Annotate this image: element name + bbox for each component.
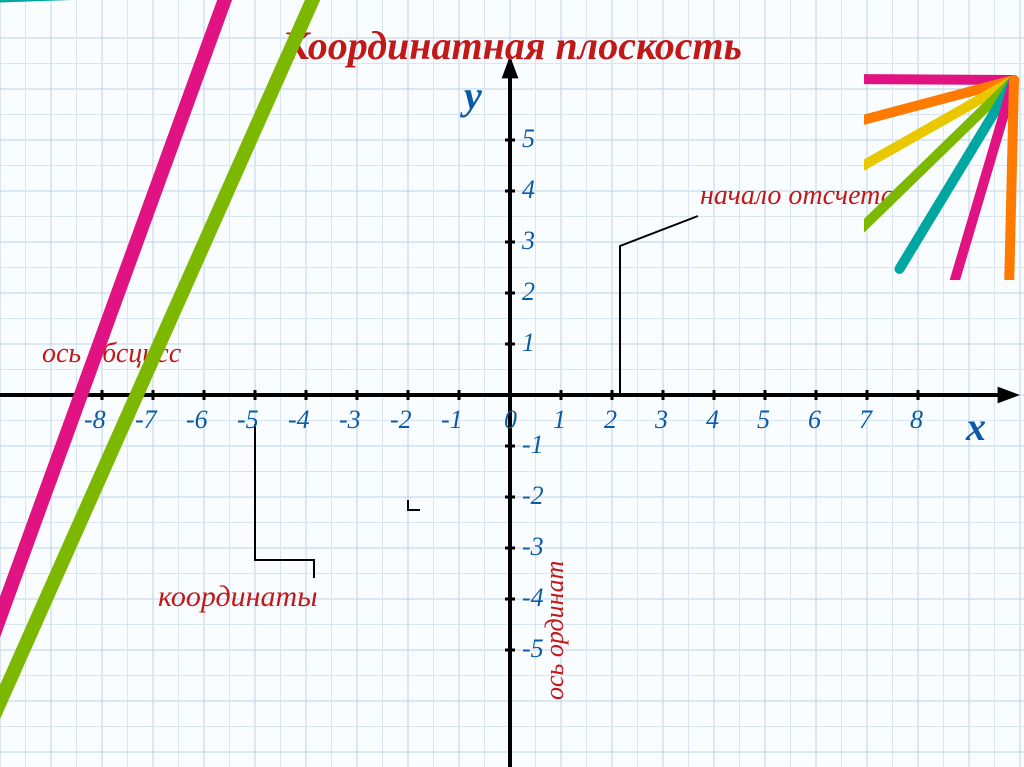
x-tick-label: -1: [441, 405, 463, 435]
x-tick-label: -8: [84, 405, 106, 435]
label-coords: координаты: [158, 580, 318, 614]
label-ordinate: ось ординат: [540, 561, 570, 700]
x-tick-label: 7: [859, 405, 872, 435]
y-tick-label: 5: [522, 124, 535, 154]
x-tick-label: 6: [808, 405, 821, 435]
label-abscissa: ось абсцисс: [42, 338, 181, 370]
y-tick-label: 1: [522, 328, 535, 358]
x-axis-name: x: [966, 403, 986, 450]
x-tick-label: 2: [604, 405, 617, 435]
y-tick-label: -3: [522, 532, 544, 562]
coordinate-plane: [0, 0, 1024, 767]
x-tick-label: 5: [757, 405, 770, 435]
x-tick-label: 1: [553, 405, 566, 435]
x-tick-label: 0: [504, 405, 517, 435]
y-tick-label: -1: [522, 430, 544, 460]
y-tick-label: 3: [522, 226, 535, 256]
label-origin: начало отсчета: [700, 180, 895, 212]
x-tick-label: -7: [135, 405, 157, 435]
y-tick-label: -2: [522, 481, 544, 511]
x-tick-label: -4: [288, 405, 310, 435]
y-axis-name: y: [464, 72, 482, 119]
x-tick-label: 8: [910, 405, 923, 435]
x-tick-label: -3: [339, 405, 361, 435]
y-tick-label: 4: [522, 175, 535, 205]
x-tick-label: -2: [390, 405, 412, 435]
x-tick-label: -5: [237, 405, 259, 435]
y-tick-label: 2: [522, 277, 535, 307]
x-tick-label: -6: [186, 405, 208, 435]
page-title: Координатная плоскость: [0, 22, 1024, 69]
x-tick-label: 4: [706, 405, 719, 435]
x-tick-label: 3: [655, 405, 668, 435]
